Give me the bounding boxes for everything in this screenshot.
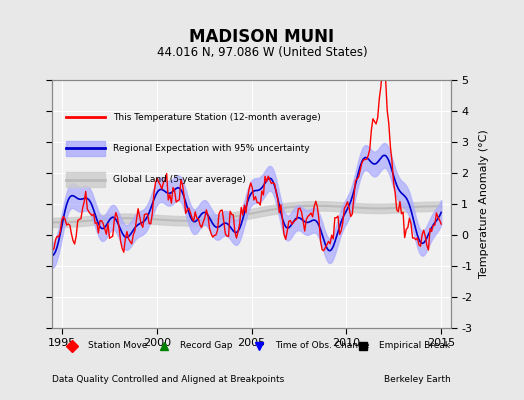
Text: Time of Obs. Change: Time of Obs. Change <box>276 342 370 350</box>
Text: Station Move: Station Move <box>88 342 148 350</box>
Text: Berkeley Earth: Berkeley Earth <box>384 375 451 384</box>
Text: Global Land (5-year average): Global Land (5-year average) <box>113 175 246 184</box>
Text: Data Quality Controlled and Aligned at Breakpoints: Data Quality Controlled and Aligned at B… <box>52 375 285 384</box>
Text: Regional Expectation with 95% uncertainty: Regional Expectation with 95% uncertaint… <box>113 144 309 153</box>
Y-axis label: Temperature Anomaly (°C): Temperature Anomaly (°C) <box>479 130 489 278</box>
Text: 44.016 N, 97.086 W (United States): 44.016 N, 97.086 W (United States) <box>157 46 367 59</box>
Text: MADISON MUNI: MADISON MUNI <box>190 28 334 46</box>
Text: This Temperature Station (12-month average): This Temperature Station (12-month avera… <box>113 113 320 122</box>
Text: Empirical Break: Empirical Break <box>379 342 450 350</box>
Text: Record Gap: Record Gap <box>180 342 232 350</box>
